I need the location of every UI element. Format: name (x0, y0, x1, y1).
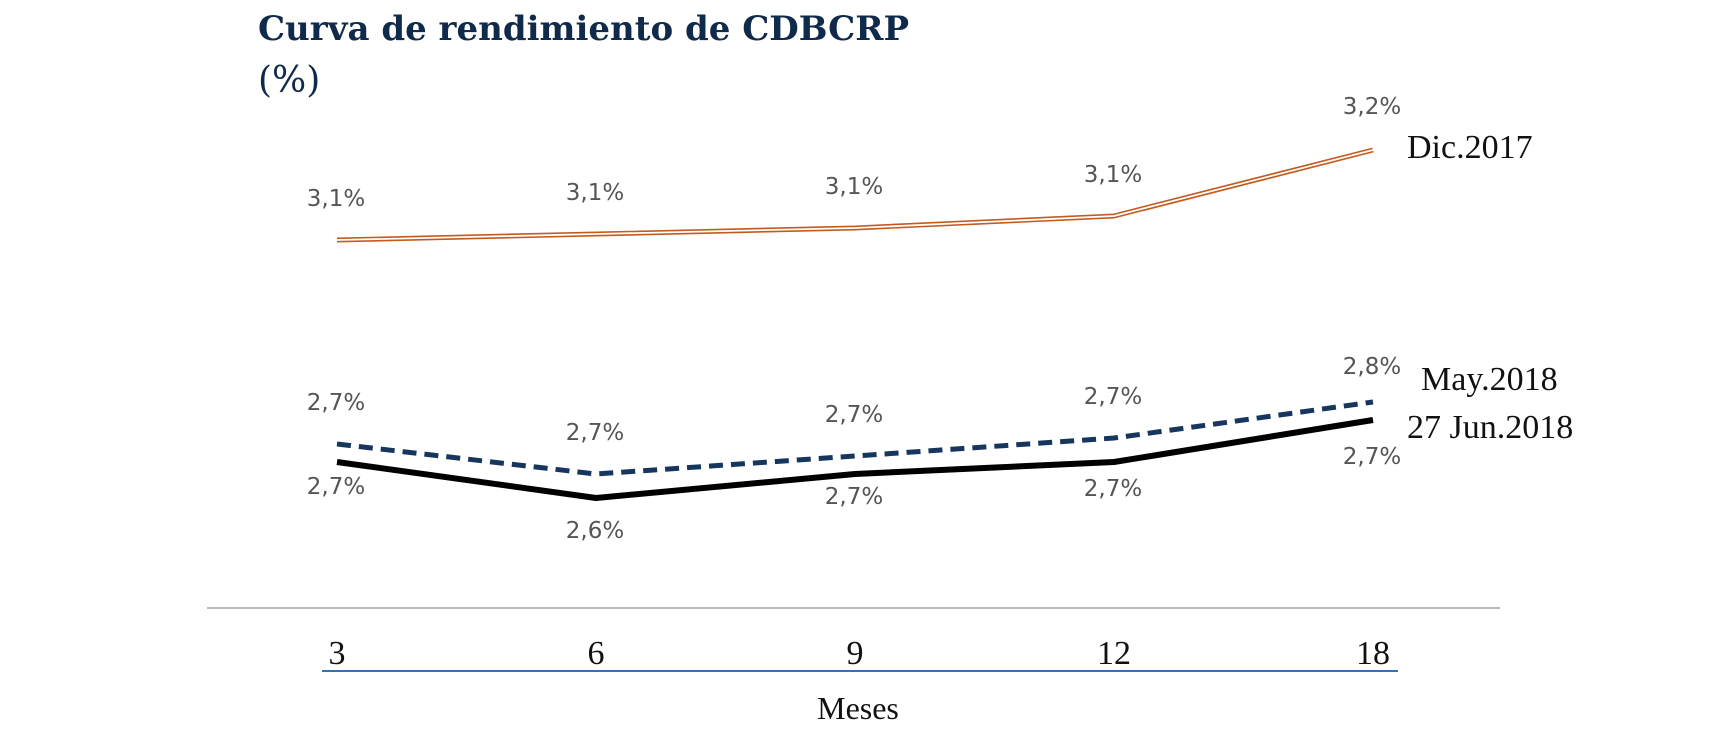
data-label: 2,7% (307, 474, 365, 500)
x-tick-label: 12 (1097, 635, 1131, 672)
data-label: 2,7% (1343, 444, 1401, 470)
chart-subtitle: (%) (258, 60, 320, 101)
data-label: 3,1% (566, 180, 624, 206)
series-name-label: 27 Jun.2018 (1407, 409, 1573, 446)
x-tick-label: 9 (847, 635, 864, 672)
data-label: 2,7% (566, 420, 624, 446)
data-label: 2,6% (566, 518, 624, 544)
data-label: 2,8% (1343, 354, 1401, 380)
data-label: 2,7% (825, 402, 883, 428)
data-label: 3,1% (825, 174, 883, 200)
chart-title: Curva de rendimiento de CDBCRP (258, 9, 909, 49)
series-layer (336, 147, 1374, 501)
x-tick-label: 6 (588, 635, 605, 672)
x-tick-label: 18 (1356, 635, 1390, 672)
series-line-27-jun-2018 (336, 417, 1374, 501)
data-labels: 3,1% 3,1% 3,1% 3,1% 3,2%Dic.2017 2,7% 2,7% 2,7%… (307, 94, 1573, 544)
x-tick-label: 3 (329, 635, 346, 672)
data-label: 3,2% (1343, 94, 1401, 120)
series-line-may-2018 (336, 399, 1374, 477)
series-name-label: Dic.2017 (1407, 129, 1533, 166)
x-tick-labels: 3 6 9 12 18 (329, 635, 1391, 672)
data-label: 2,7% (825, 484, 883, 510)
data-label: 3,1% (307, 186, 365, 212)
series-line-inner (336, 149, 1374, 241)
x-axis-label: Meses (817, 690, 899, 726)
data-label: 3,1% (1084, 162, 1142, 188)
data-label: 2,7% (307, 390, 365, 416)
data-label: 2,7% (1084, 476, 1142, 502)
data-label: 2,7% (1084, 384, 1142, 410)
series-name-label: May.2018 (1421, 361, 1558, 398)
